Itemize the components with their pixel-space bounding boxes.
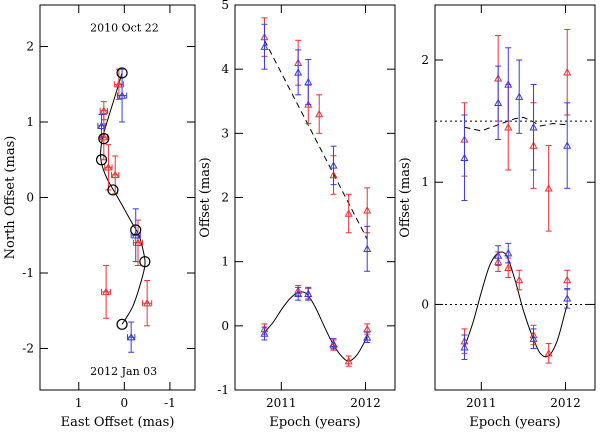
red-data-point bbox=[344, 355, 353, 367]
model-curve bbox=[464, 251, 568, 358]
y-tick-label: 1 bbox=[221, 255, 229, 269]
blue-data-point bbox=[329, 145, 338, 186]
trend-line bbox=[464, 116, 568, 132]
blue-data-point bbox=[504, 242, 513, 264]
y-tick-label: -2 bbox=[22, 341, 34, 355]
panel-3-frame bbox=[434, 4, 596, 391]
y-tick-label: 0 bbox=[26, 191, 34, 205]
model-position-circle bbox=[107, 184, 119, 196]
y-tick-label: 5 bbox=[221, 0, 229, 12]
blue-data-point bbox=[260, 326, 269, 341]
panel-2: 2011 2012 -1 0 1 2 3 4 5 Epoch (years) Offset (mas… bbox=[198, 0, 396, 430]
red-data-point bbox=[344, 193, 353, 234]
red-data-point bbox=[104, 144, 113, 191]
plot-area bbox=[260, 17, 372, 367]
model-position-circle bbox=[98, 133, 110, 145]
red-data-point bbox=[544, 343, 553, 364]
y-axis-label: Offset (mas) bbox=[198, 157, 213, 238]
y-tick-label: 2 bbox=[421, 53, 429, 67]
x-tick-label: 2012 bbox=[550, 396, 581, 410]
y-tick-label: 1 bbox=[421, 175, 429, 189]
blue-data-point bbox=[515, 59, 524, 134]
trend-line bbox=[264, 40, 368, 240]
plot-area bbox=[435, 28, 595, 364]
blue-data-point bbox=[304, 286, 313, 301]
annotation: 2012 Jan 03 bbox=[90, 365, 157, 378]
red-data-point bbox=[515, 269, 524, 291]
blue-data-point bbox=[304, 59, 313, 105]
x-tick-label: 2011 bbox=[266, 396, 297, 410]
blue-data-point bbox=[294, 286, 303, 301]
y-tick-label: 2 bbox=[26, 40, 34, 54]
model-position-circle bbox=[139, 256, 151, 268]
blue-data-point bbox=[563, 102, 572, 189]
model-position-circle bbox=[116, 318, 128, 330]
x-axis-label: Epoch (years) bbox=[469, 415, 560, 430]
blue-data-point bbox=[494, 245, 503, 266]
x-axis-label: East Offset (mas) bbox=[61, 415, 175, 430]
y-tick-label: 3 bbox=[221, 126, 229, 140]
y-tick-label: 2 bbox=[221, 191, 229, 205]
y-tick-label: 0 bbox=[421, 297, 429, 311]
y-tick-label: 4 bbox=[221, 62, 229, 76]
blue-data-point bbox=[460, 334, 469, 360]
model-curve bbox=[264, 291, 368, 362]
red-data-point bbox=[142, 280, 153, 327]
y-axis-label: North Offset (mas) bbox=[3, 136, 18, 260]
y-axis-label: Offset (mas) bbox=[398, 157, 413, 238]
panel-1: 1 0 -1 -2 -1 0 1 2 East Offset (mas) North Offset… bbox=[3, 4, 196, 430]
red-data-point bbox=[544, 145, 553, 232]
blue-data-point bbox=[563, 288, 572, 309]
y-tick-label: 0 bbox=[221, 319, 229, 333]
model-position-circle bbox=[116, 67, 128, 79]
red-data-point bbox=[315, 94, 324, 134]
y-tick-label: -1 bbox=[22, 266, 34, 280]
blue-data-point bbox=[97, 113, 106, 138]
blue-data-point bbox=[363, 225, 372, 272]
blue-data-point bbox=[294, 49, 303, 96]
x-tick-label: 2012 bbox=[350, 396, 381, 410]
y-tick-label: 1 bbox=[26, 115, 34, 129]
blue-data-point bbox=[529, 83, 538, 171]
red-data-point bbox=[563, 28, 572, 116]
x-tick-label: 1 bbox=[75, 396, 83, 410]
y-tick-label: -1 bbox=[217, 383, 229, 397]
x-tick-label: 0 bbox=[121, 396, 129, 410]
red-data-point bbox=[99, 101, 108, 121]
blue-data-point bbox=[529, 328, 538, 349]
blue-data-point bbox=[127, 321, 136, 353]
blue-data-point bbox=[260, 23, 269, 70]
x-tick-label: 2011 bbox=[466, 396, 497, 410]
x-axis-label: Epoch (years) bbox=[269, 415, 360, 430]
red-data-point bbox=[563, 269, 572, 291]
model-position-circle bbox=[130, 224, 142, 236]
model-position-circle bbox=[95, 154, 108, 166]
model-curve bbox=[100, 72, 146, 325]
blue-data-point bbox=[494, 65, 503, 140]
red-data-point bbox=[101, 264, 112, 319]
blue-data-point bbox=[363, 331, 372, 344]
x-tick-label: -1 bbox=[164, 396, 176, 410]
plot-area bbox=[95, 67, 153, 353]
annotation: 2010 Oct 22 bbox=[90, 21, 159, 34]
blue-data-point bbox=[329, 338, 338, 350]
red-data-point bbox=[111, 155, 120, 195]
blue-data-point bbox=[504, 47, 513, 122]
blue-data-point bbox=[460, 114, 469, 202]
